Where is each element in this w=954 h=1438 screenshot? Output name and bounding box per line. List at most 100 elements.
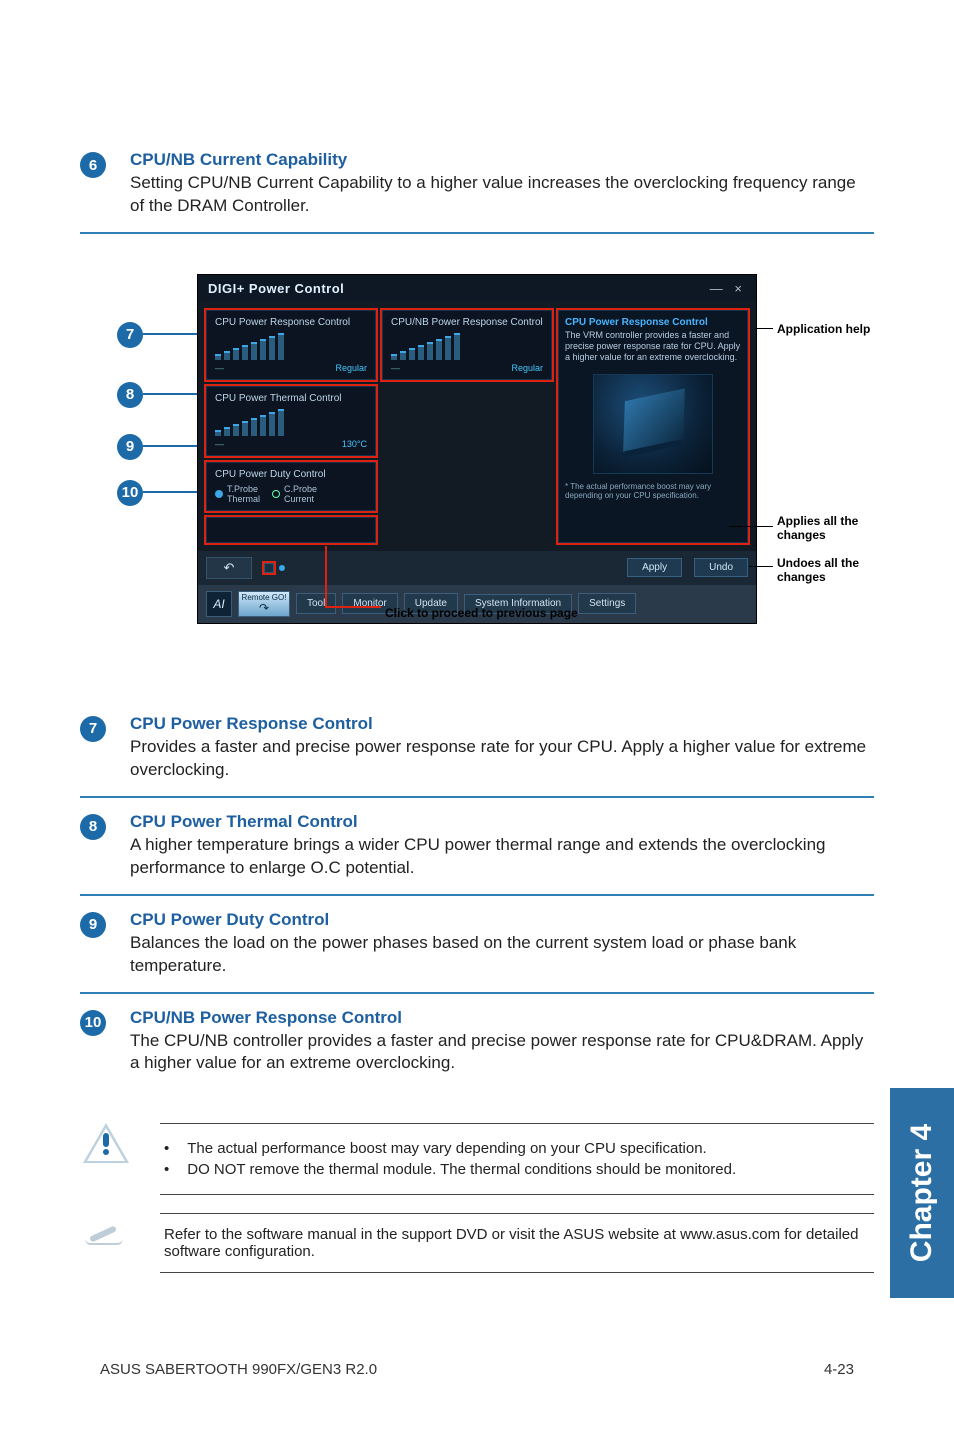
radio-on-icon <box>215 490 223 498</box>
note-text: Refer to the software manual in the supp… <box>160 1213 874 1273</box>
badge-7: 7 <box>80 716 106 742</box>
label-undoes: Undoes all the changes <box>777 556 887 584</box>
caution-text: The actual performance boost may vary de… <box>160 1123 874 1195</box>
panel-hidden[interactable] <box>206 517 376 543</box>
item-9-body: CPU Power Duty Control Balances the load… <box>130 910 874 978</box>
back-button[interactable]: ↶ <box>206 557 252 579</box>
bars-icon <box>215 332 367 360</box>
caution-bullet-1: The actual performance boost may vary de… <box>187 1140 706 1157</box>
callout-10: 10 <box>117 478 197 506</box>
help-footnote: * The actual performance boost may vary … <box>565 482 741 500</box>
leader-prev-v <box>325 546 327 606</box>
item-8-title: CPU Power Thermal Control <box>130 812 874 832</box>
window-action-bar: ↶ Apply Undo <box>198 551 756 585</box>
callout-badge-9: 9 <box>117 434 143 460</box>
label-app-help: Application help <box>777 322 870 336</box>
bars-icon <box>391 332 543 360</box>
callout-lead-8 <box>143 393 197 395</box>
panel-cpu-response-sub: —Regular <box>215 363 367 373</box>
page-indicator-current[interactable] <box>264 563 274 573</box>
leader-applies <box>729 526 773 528</box>
item-7-title: CPU Power Response Control <box>130 714 874 734</box>
bars-icon <box>215 408 367 436</box>
help-panel: CPU Power Response Control The VRM contr… <box>558 310 748 543</box>
section-top: 6 CPU/NB Current Capability Setting CPU/… <box>80 140 874 234</box>
note-block: Refer to the software manual in the supp… <box>80 1213 874 1273</box>
panel-cpu-response[interactable]: CPU Power Response Control —Regular <box>206 310 376 380</box>
window-close-icon[interactable]: — × <box>710 281 746 296</box>
duty-radio-cprobe[interactable]: C.ProbeCurrent <box>272 484 317 504</box>
page-footer: ASUS SABERTOOTH 990FX/GEN3 R2.0 4-23 <box>100 1361 854 1378</box>
nav-settings-button[interactable]: Settings <box>578 593 636 614</box>
panel-cpu-duty-title: CPU Power Duty Control <box>215 469 367 480</box>
callout-badge-8: 8 <box>117 382 143 408</box>
section-bottom: 7 CPU Power Response Control Provides a … <box>80 704 874 1090</box>
item-7: 7 CPU Power Response Control Provides a … <box>80 704 874 798</box>
item-7-desc: Provides a faster and precise power resp… <box>130 736 874 782</box>
callout-lead-7 <box>143 333 197 335</box>
leader-prev-h <box>325 606 381 608</box>
nav-tool-button[interactable]: Tool <box>296 593 336 614</box>
item-9: 9 CPU Power Duty Control Balances the lo… <box>80 900 874 994</box>
duty-b2: Current <box>284 494 314 504</box>
window-body: CPU Power Response Control —Regular CPU … <box>198 302 756 551</box>
callout-9: 9 <box>117 432 197 460</box>
thermal-value: 130°C <box>342 439 367 449</box>
duty-radio-tprobe[interactable]: T.ProbeThermal <box>215 484 260 504</box>
label-applies: Applies all the changes <box>777 514 887 542</box>
callout-badge-10: 10 <box>117 480 143 506</box>
item-8-desc: A higher temperature brings a wider CPU … <box>130 834 874 880</box>
label-prev-page: Click to proceed to previous page <box>385 606 578 620</box>
cpu-response-value: Regular <box>335 363 367 373</box>
item-6-body: CPU/NB Current Capability Setting CPU/NB… <box>130 150 874 218</box>
panel-cpunb-response-title: CPU/NB Power Response Control <box>391 317 543 328</box>
duty-radios[interactable]: T.ProbeThermal C.ProbeCurrent <box>215 484 367 504</box>
panel-cpu-thermal-sub: —130°C <box>215 439 367 449</box>
radio-off-icon <box>272 490 280 498</box>
remote-go-button[interactable]: Remote GO!↷ <box>238 591 290 617</box>
screenshot-area: 7 8 9 10 DIGI+ Power Control — × CPU Pow… <box>127 274 827 624</box>
badge-9: 9 <box>80 912 106 938</box>
duty-a2: Thermal <box>227 494 260 504</box>
item-10-title: CPU/NB Power Response Control <box>130 1008 874 1028</box>
callout-8: 8 <box>117 380 197 408</box>
panel-cpunb-response[interactable]: CPU/NB Power Response Control —Regular <box>382 310 552 380</box>
pager <box>264 563 285 573</box>
item-10-body: CPU/NB Power Response Control The CPU/NB… <box>130 1008 874 1076</box>
note-icon <box>80 1213 132 1249</box>
page-indicator-dot[interactable] <box>279 565 285 571</box>
caution-block: The actual performance boost may vary de… <box>80 1123 874 1195</box>
page: 6 CPU/NB Current Capability Setting CPU/… <box>0 0 954 1438</box>
item-8: 8 CPU Power Thermal Control A higher tem… <box>80 802 874 896</box>
badge-10: 10 <box>80 1010 106 1036</box>
leader-undoes <box>749 566 773 568</box>
item-8-body: CPU Power Thermal Control A higher tempe… <box>130 812 874 880</box>
caution-bullet-2: DO NOT remove the thermal module. The th… <box>187 1161 736 1178</box>
callout-lead-10 <box>143 491 197 493</box>
item-6: 6 CPU/NB Current Capability Setting CPU/… <box>80 140 874 234</box>
leader-app-help <box>755 328 773 330</box>
duty-a: T.Probe <box>227 484 258 494</box>
item-9-title: CPU Power Duty Control <box>130 910 874 930</box>
chip-graphic-icon <box>593 374 713 474</box>
left-column: CPU Power Response Control —Regular CPU … <box>206 310 376 543</box>
item-9-desc: Balances the load on the power phases ba… <box>130 932 874 978</box>
panel-cpu-thermal-title: CPU Power Thermal Control <box>215 393 367 404</box>
footer-left: ASUS SABERTOOTH 990FX/GEN3 R2.0 <box>100 1361 377 1378</box>
apply-button[interactable]: Apply <box>627 558 682 577</box>
badge-8: 8 <box>80 814 106 840</box>
chapter-label: Chapter 4 <box>905 1124 939 1262</box>
cpunb-response-value: Regular <box>511 363 543 373</box>
item-7-body: CPU Power Response Control Provides a fa… <box>130 714 874 782</box>
undo-button[interactable]: Undo <box>694 558 748 577</box>
caution-icon <box>80 1123 132 1163</box>
note-text-content: Refer to the software manual in the supp… <box>164 1226 859 1260</box>
chapter-tab: Chapter 4 <box>890 1088 954 1298</box>
app-window: DIGI+ Power Control — × CPU Power Respon… <box>197 274 757 624</box>
item-6-title: CPU/NB Current Capability <box>130 150 874 170</box>
help-title: CPU Power Response Control <box>565 317 741 328</box>
panel-cpu-thermal[interactable]: CPU Power Thermal Control —130°C <box>206 386 376 456</box>
panel-cpu-duty[interactable]: CPU Power Duty Control T.ProbeThermal C.… <box>206 462 376 511</box>
ai-suite-icon[interactable]: AI <box>206 591 232 617</box>
mid-column: CPU/NB Power Response Control —Regular <box>382 310 552 543</box>
